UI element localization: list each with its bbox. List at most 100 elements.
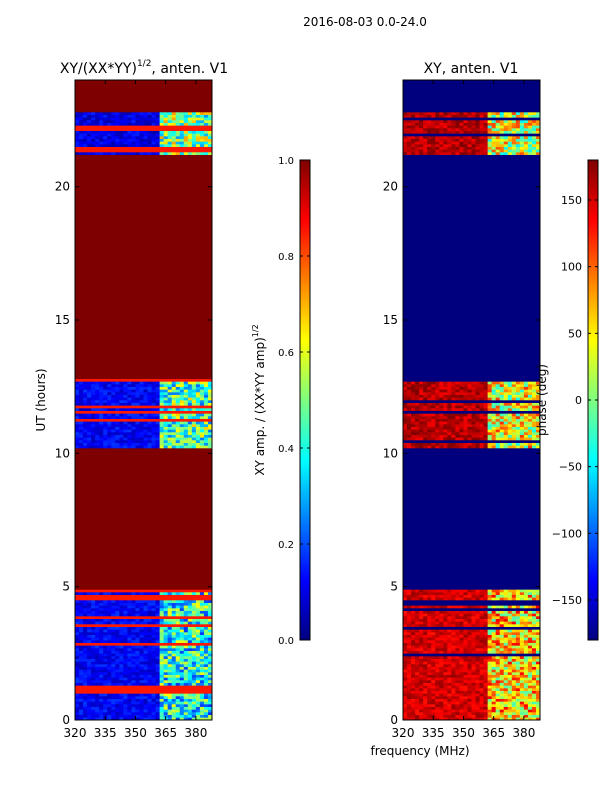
heatmap-cell — [207, 704, 212, 707]
heatmap-cell — [75, 410, 80, 414]
heatmap-cell — [195, 661, 201, 665]
heatmap-cell — [155, 549, 160, 553]
heatmap-cell — [131, 413, 136, 417]
heatmap-cell — [203, 357, 209, 361]
heatmap-cell — [151, 520, 156, 523]
heatmap-cell — [147, 568, 152, 571]
heatmap-cell — [75, 464, 80, 467]
heatmap-cell — [179, 576, 185, 579]
heatmap-cell — [75, 704, 80, 707]
heatmap-cell — [83, 594, 88, 598]
heatmap-cell — [195, 701, 201, 705]
heatmap-cell — [207, 688, 212, 691]
heatmap-cell — [167, 376, 173, 379]
heatmap-cell — [87, 621, 92, 625]
heatmap-cell — [175, 544, 181, 547]
heatmap-cell — [179, 352, 185, 355]
heatmap-cell — [163, 640, 168, 643]
heatmap-cell — [203, 549, 209, 553]
heatmap-cell — [203, 618, 209, 622]
heatmap-cell — [107, 594, 112, 598]
heatmap-cell — [187, 485, 193, 489]
heatmap-cell — [207, 378, 212, 382]
heatmap-cell — [111, 450, 116, 454]
heatmap-cell — [95, 688, 100, 691]
heatmap-cell — [79, 709, 84, 713]
heatmap-cell — [79, 685, 84, 689]
heatmap-cell — [143, 352, 148, 355]
heatmap-cell — [79, 328, 84, 331]
heatmap-cell — [199, 517, 205, 521]
heatmap-cell — [87, 493, 92, 497]
heatmap-cell — [83, 346, 88, 350]
heatmap-cell — [107, 682, 112, 686]
heatmap-cell — [143, 632, 148, 635]
heatmap-cell — [111, 458, 116, 462]
heatmap-cell — [171, 637, 177, 641]
heatmap-cell — [79, 706, 84, 710]
heatmap-cell — [175, 352, 181, 355]
heatmap-cell — [127, 362, 132, 366]
heatmap-cell — [199, 554, 205, 558]
heatmap-cell — [171, 589, 177, 593]
heatmap-cell — [175, 376, 181, 379]
heatmap-cell — [199, 445, 205, 449]
heatmap-cell — [79, 381, 84, 385]
heatmap-cell — [143, 408, 148, 411]
heatmap-cell — [179, 514, 185, 518]
heatmap-cell — [123, 570, 128, 574]
heatmap-cell — [171, 328, 177, 331]
heatmap-cell — [155, 600, 160, 603]
heatmap-cell — [139, 437, 144, 441]
heatmap-cell — [151, 429, 156, 433]
heatmap-cell — [155, 464, 160, 467]
heatmap-cell — [163, 597, 168, 601]
heatmap-cell — [187, 474, 193, 478]
heatmap-cell — [203, 602, 209, 606]
heatmap-cell — [99, 565, 104, 569]
heatmap-cell — [83, 442, 88, 446]
heatmap-cell — [91, 653, 96, 657]
heatmap-cell — [83, 717, 88, 720]
heatmap-cell — [195, 336, 201, 339]
heatmap-cell — [103, 690, 108, 694]
heatmap-cell — [111, 501, 116, 505]
heatmap-cell — [107, 357, 112, 361]
heatmap-cell — [207, 421, 212, 425]
heatmap-cell — [171, 640, 177, 643]
heatmap-cell — [175, 653, 181, 657]
heatmap-cell — [115, 504, 120, 507]
heatmap-cell — [167, 565, 173, 569]
heatmap-cell — [175, 530, 181, 534]
heatmap-cell — [107, 584, 112, 587]
heatmap-cell — [159, 597, 164, 601]
heatmap-cell — [195, 477, 201, 481]
heatmap-cell — [195, 365, 201, 369]
heatmap-cell — [123, 485, 128, 489]
heatmap-cell — [171, 376, 177, 379]
heatmap-cell — [123, 370, 128, 374]
heatmap-cell — [195, 418, 201, 422]
heatmap-cell — [79, 482, 84, 486]
heatmap-cell — [99, 658, 104, 662]
heatmap-cell — [199, 637, 205, 641]
heatmap-cell — [171, 653, 177, 657]
heatmap-cell — [127, 464, 132, 467]
heatmap-cell — [75, 354, 80, 358]
heatmap-cell — [175, 381, 181, 385]
heatmap-cell — [147, 530, 152, 534]
heatmap-cell — [143, 570, 148, 574]
heatmap-cell — [207, 560, 212, 563]
heatmap-cell — [95, 581, 100, 585]
heatmap-cell — [95, 568, 100, 571]
heatmap-cell — [207, 581, 212, 585]
heatmap-cell — [191, 677, 197, 681]
heatmap-cell — [191, 565, 197, 569]
heatmap-cell — [175, 578, 181, 582]
heatmap-cell — [95, 330, 100, 334]
heatmap-cell — [207, 501, 212, 505]
heatmap-cell — [199, 701, 205, 705]
heatmap-cell — [91, 533, 96, 537]
heatmap-cell — [159, 392, 164, 395]
heatmap-cell — [155, 434, 160, 438]
